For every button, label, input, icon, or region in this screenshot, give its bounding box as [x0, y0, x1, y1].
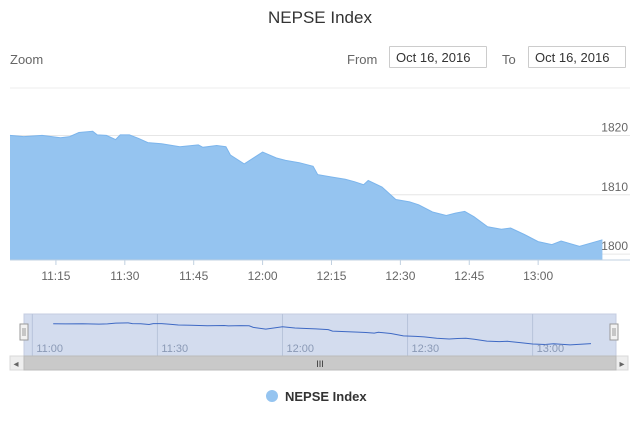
navigator-mask	[23, 313, 617, 357]
navigator-tick-label: 12:00	[286, 343, 314, 355]
x-tick-label: 11:30	[110, 269, 139, 283]
series-area	[10, 131, 603, 260]
navigator-tick-label: 12:30	[412, 343, 440, 355]
series-line	[9, 130, 603, 247]
navigator-x-axis: 11:00 11:30 12:00 12:30 13:00	[36, 343, 564, 355]
to-label: To	[502, 52, 516, 67]
x-tick-label: 12:15	[316, 269, 346, 283]
chart-title: NEPSE Index	[268, 8, 372, 27]
navigator-right-handle[interactable]	[609, 323, 619, 341]
scrollbar-grip-icon: III	[316, 359, 324, 369]
scroll-left-arrow-icon[interactable]: ◂	[13, 359, 18, 370]
legend-label[interactable]: NEPSE Index	[285, 389, 367, 404]
y-tick-label: 1820	[601, 120, 628, 134]
y-tick-label: 1810	[601, 180, 628, 194]
legend[interactable]: NEPSE Index	[266, 389, 367, 404]
navigator-tick-label: 13:00	[537, 343, 565, 355]
y-tick-label: 1800	[601, 239, 628, 253]
x-tick-label: 11:15	[41, 269, 70, 283]
x-tick-label: 12:00	[248, 269, 278, 283]
y-axis: 1800 1810 1820	[601, 120, 628, 253]
x-tick-label: 13:00	[523, 269, 553, 283]
x-tick-label: 12:30	[385, 269, 415, 283]
navigator-grid	[31, 314, 534, 356]
navigator-tick-label: 11:30	[161, 343, 188, 355]
from-label: From	[347, 52, 378, 67]
from-date-input[interactable]: Oct 16, 2016	[389, 46, 487, 68]
navigator-left-handle[interactable]	[19, 323, 29, 341]
x-axis: 11:15 11:30 11:45 12:00 12:15 12:30 12:45 13:00	[10, 259, 630, 283]
navigator[interactable]: 11:00 11:30 12:00 12:30 13:00	[19, 313, 619, 357]
zoom-label: Zoom	[10, 52, 44, 67]
scroll-right-arrow-icon[interactable]: ▸	[619, 359, 624, 370]
navigator-tick-label: 11:00	[36, 343, 63, 355]
navigator-series-line	[53, 322, 592, 346]
x-tick-label: 11:45	[179, 269, 208, 283]
scrollbar-thumb[interactable]	[23, 355, 617, 371]
legend-marker-icon	[266, 390, 278, 402]
scrollbar[interactable]: III ◂ ▸	[9, 355, 629, 371]
x-tick-label: 12:45	[454, 269, 484, 283]
to-date-input[interactable]: Oct 16, 2016	[528, 46, 626, 68]
